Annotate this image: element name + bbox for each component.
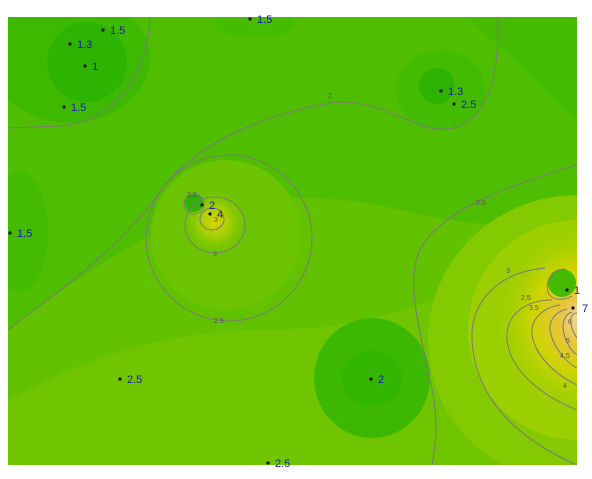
data-point: 2.5 <box>266 458 290 470</box>
contour-line <box>546 268 573 300</box>
contour-label: 3 <box>213 251 217 258</box>
contour-label: 3 <box>506 268 510 275</box>
contour-label: 2.5 <box>187 192 197 199</box>
data-points: 1.5 1.5 1.3 1 1.5 1.3 2.5 2 <box>8 14 588 470</box>
contour-label: 5 <box>566 338 570 345</box>
data-point: 1.5 <box>62 102 86 114</box>
contour-lines <box>8 17 577 465</box>
point-marker <box>208 212 212 216</box>
data-point: 7 <box>571 303 588 315</box>
point-label: 1 <box>574 285 580 297</box>
point-label: 1.5 <box>17 228 32 240</box>
contour-line <box>145 154 313 322</box>
field-low-zone <box>8 172 48 292</box>
contour-label: 6 <box>568 319 572 326</box>
contour-label: 4 <box>563 383 567 390</box>
point-marker <box>565 288 569 292</box>
contour-line <box>471 267 577 465</box>
contour-line <box>570 312 577 339</box>
data-point: 1.3 <box>68 39 92 51</box>
data-point: 2 <box>369 374 384 386</box>
point-label: 1.5 <box>71 102 86 114</box>
point-marker <box>452 102 456 106</box>
field-low-zone <box>419 68 455 104</box>
contour-line <box>183 193 205 215</box>
contour-label: 3 <box>214 217 218 224</box>
point-label: 1.5 <box>110 25 125 37</box>
contour-line <box>549 308 577 369</box>
field-low-zone <box>47 22 127 102</box>
contour-line <box>8 17 499 331</box>
point-label: 1.3 <box>448 86 463 98</box>
point-marker <box>118 377 122 381</box>
point-label: 2.5 <box>461 99 476 111</box>
data-point: 2.5 <box>118 374 142 386</box>
point-marker <box>62 105 66 109</box>
point-marker <box>8 231 12 235</box>
point-marker <box>439 89 443 93</box>
point-marker <box>200 203 204 207</box>
data-point: 1.5 <box>8 228 32 240</box>
point-label: 1.5 <box>257 14 272 26</box>
point-label: 1 <box>92 61 98 73</box>
contour-labels: 2 2.5 2.5 3 3 2.5 3 3.5 4 4.5 5 6 2.5 <box>187 93 572 390</box>
contour-label: 2.5 <box>476 200 486 207</box>
data-point: 1.5 <box>248 14 272 26</box>
data-point: 1 <box>565 285 580 297</box>
field-low-zone <box>470 17 577 120</box>
point-marker <box>571 306 575 310</box>
contour-label: 2.5 <box>521 295 531 302</box>
contour-line <box>199 207 225 231</box>
point-marker <box>369 377 373 381</box>
point-label: 1.3 <box>77 39 92 51</box>
point-label: 2 <box>378 374 384 386</box>
data-point: 1.3 <box>439 86 463 98</box>
contour-line <box>184 196 246 254</box>
point-label: 4 <box>217 209 223 221</box>
point-marker <box>83 64 87 68</box>
point-label: 7 <box>582 303 588 315</box>
field-low-zone <box>548 269 576 297</box>
data-point: 1 <box>83 61 98 73</box>
contour-label: 2 <box>328 93 332 100</box>
point-marker <box>248 17 252 21</box>
point-marker <box>266 461 270 465</box>
field-low-zone <box>185 194 203 212</box>
data-point: 1.5 <box>101 25 125 37</box>
contour-label: 2.5 <box>214 318 224 325</box>
point-marker <box>101 28 105 32</box>
data-point: 2 <box>200 200 215 212</box>
contour-line <box>413 164 577 465</box>
contour-line <box>562 311 577 356</box>
point-label: 2.5 <box>275 458 290 470</box>
contour-label: 4.5 <box>560 353 570 360</box>
data-point: 2.5 <box>452 99 476 111</box>
field-low-zone <box>215 17 295 38</box>
contour-line <box>8 17 151 129</box>
contour-line <box>531 304 577 386</box>
contour-line <box>506 299 577 411</box>
data-point: 4 <box>208 209 223 221</box>
point-label: 2.5 <box>127 374 142 386</box>
point-marker <box>68 42 72 46</box>
contour-label: 3.5 <box>529 305 539 312</box>
point-label: 2 <box>209 200 215 212</box>
